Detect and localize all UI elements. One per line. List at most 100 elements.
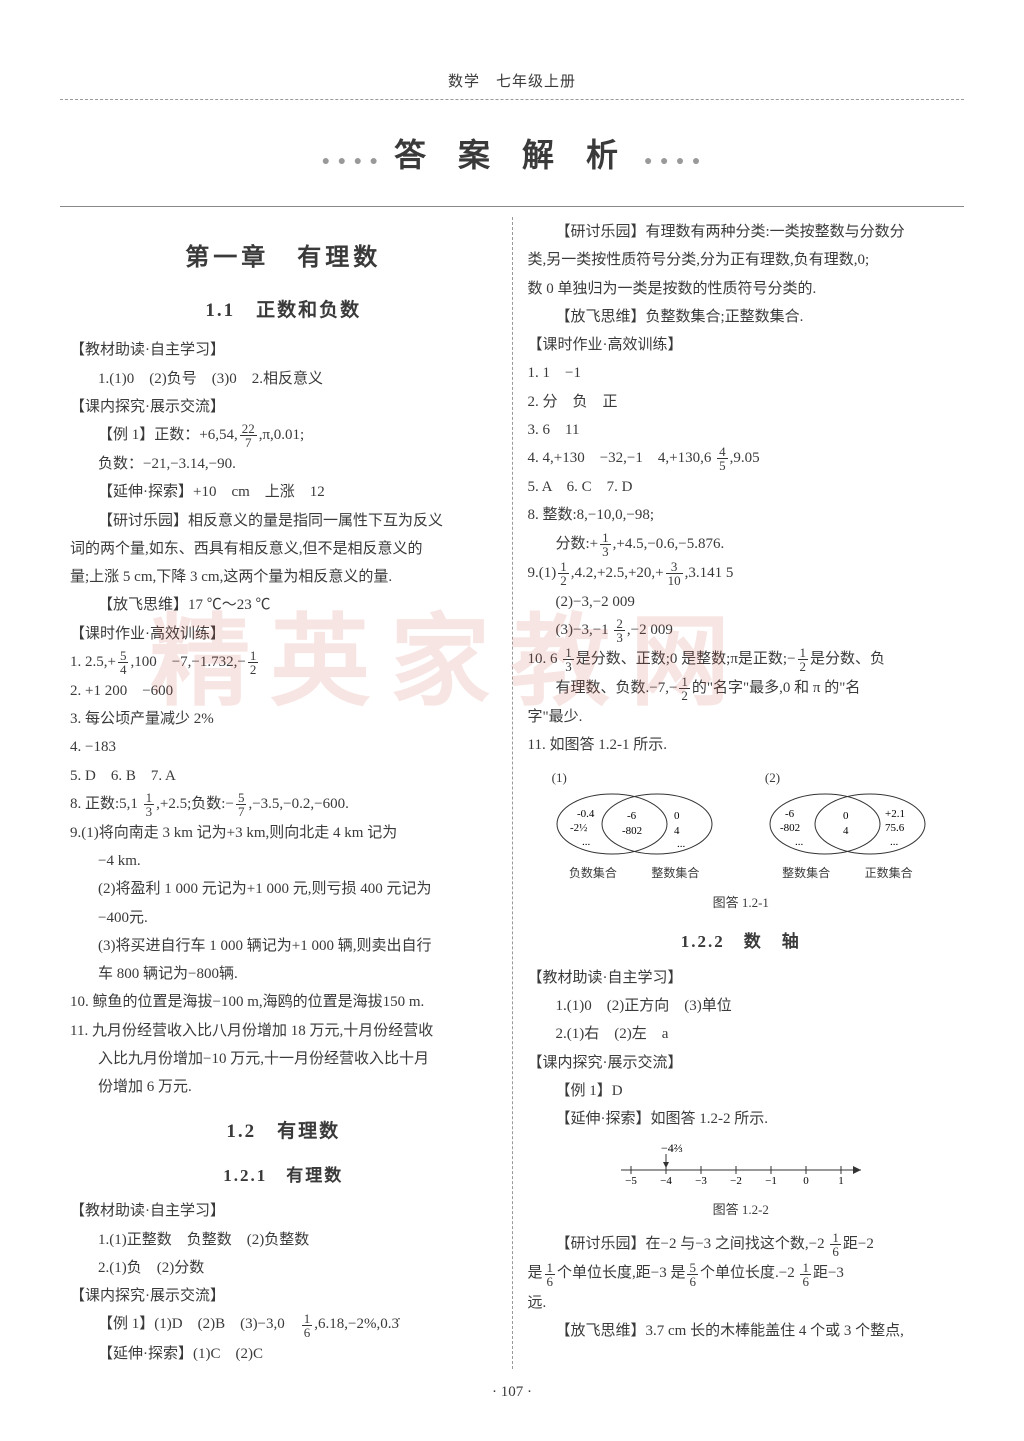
answer-line: 5. A 6. C 7. D	[528, 474, 955, 500]
chapter-title: 第一章 有理数	[70, 237, 497, 279]
fraction: 227	[240, 422, 257, 449]
text: ,3.141 5	[685, 565, 734, 581]
text: ,6.18,−2%,0.3̇	[314, 1316, 399, 1332]
text: 分数:+	[556, 536, 599, 552]
text-line: 词的两个量,如东、西具有相反意义,但不是相反意义的	[70, 536, 497, 562]
deco-left: ● ● ● ●	[322, 154, 380, 170]
text: ,4.2,+2.5,+20,+	[571, 565, 664, 581]
fraction: 12	[798, 646, 809, 673]
svg-text:−4⅔: −4⅔	[661, 1141, 683, 1155]
svg-text:0: 0	[803, 1175, 809, 1185]
venn-labels: 负数集合 整数集合	[552, 863, 717, 884]
label: 整数集合	[782, 863, 830, 884]
svg-text:+2.1: +2.1	[885, 808, 905, 820]
section-1-2: 1.2 有理数	[70, 1115, 497, 1148]
block-label: 【教材助读·自主学习】	[70, 1198, 497, 1224]
example-line: 【例 1】(1)D (2)B (3)−3,0 16,6.18,−2%,0.3̇	[70, 1311, 497, 1338]
venn-label-1: (1)	[552, 767, 717, 790]
fraction: 23	[614, 617, 625, 644]
text: 1. 2.5,+	[70, 654, 116, 670]
answer-line: 3. 6 11	[528, 417, 955, 443]
answer-line: 10. 6 13是分数、正数;0 是整数;π是正数;−12是分数、负	[528, 646, 955, 673]
answer-line: (3)−3,−1 23,−2 009	[528, 617, 955, 644]
columns: 第一章 有理数 1.1 正数和负数 【教材助读·自主学习】 1.(1)0 (2)…	[60, 217, 964, 1369]
answer-line: −400元.	[70, 905, 497, 931]
example-1: 【例 1】正数：+6,54,227,π,0.01;	[70, 422, 497, 449]
right-column: 【研讨乐园】有理数有两种分类:一类按整数与分数分 类,另一类按性质符号分类,分为…	[513, 217, 965, 1369]
text-line: 数 0 单独归为一类是按数的性质符号分类的.	[528, 276, 955, 302]
subsection-1-2-2: 1.2.2 数 轴	[528, 927, 955, 957]
text-line: 1.(1)正整数 负整数 (2)负整数	[70, 1227, 497, 1253]
svg-text:-6: -6	[627, 810, 637, 822]
answer-line: 3. 每公顷产量减少 2%	[70, 706, 497, 732]
fraction: 16	[800, 1261, 811, 1288]
text-line: 【放飞思维】3.7 cm 长的木棒能盖住 4 个或 3 个整点,	[528, 1318, 955, 1344]
subsection-1-2-1: 1.2.1 有理数	[70, 1161, 497, 1191]
answer-line: 入比九月份增加−10 万元,十一月份经营收入比十月	[70, 1046, 497, 1072]
answer-line: 份增加 6 万元.	[70, 1074, 497, 1100]
text: 是	[528, 1265, 543, 1281]
text: ,−3.5,−0.2,−600.	[248, 796, 348, 812]
svg-text:...: ...	[582, 836, 591, 848]
svg-text:...: ...	[890, 836, 899, 848]
svg-text:-0.4: -0.4	[577, 808, 595, 820]
text-line: 是16个单位长度,距−3 是56个单位长度.−2 16距−3	[528, 1260, 955, 1287]
svg-text:0: 0	[843, 810, 849, 822]
block-label: 【课时作业·高效训练】	[70, 621, 497, 647]
text: 8. 正数:5,1	[70, 796, 142, 812]
answer-line: 车 800 辆记为−800辆.	[70, 961, 497, 987]
fraction: 54	[118, 649, 129, 676]
text: ,9.05	[730, 450, 760, 466]
svg-text:1: 1	[838, 1175, 844, 1185]
venn-diagram: (1) -0.4 -2½ ... -6 -802 0 4 ...	[528, 767, 955, 885]
answer-line: 1. 1 −1	[528, 360, 955, 386]
text: ,100 −7,−1.732,−	[130, 654, 245, 670]
answer-line: 11. 如图答 1.2-1 所示.	[528, 732, 955, 758]
label: 正数集合	[865, 863, 913, 884]
svg-text:75.6: 75.6	[885, 822, 905, 834]
text-line: 【延伸·探索】+10 cm 上涨 12	[70, 479, 497, 505]
label: 负数集合	[569, 863, 617, 884]
venn-label-2: (2)	[765, 767, 930, 790]
numberline-svg: −4⅔ −5−4−3−2−101	[611, 1140, 871, 1185]
answer-line: 5. D 6. B 7. A	[70, 763, 497, 789]
text: ,−2 009	[627, 622, 673, 638]
answer-line: 11. 九月份经营收入比八月份增加 18 万元,十月份经营收	[70, 1018, 497, 1044]
figure-caption: 图答 1.2-1	[528, 892, 955, 915]
text-line: 【延伸·探索】(1)C (2)C	[70, 1341, 497, 1367]
text-line: 【放飞思维】17 ℃～23 ℃	[70, 592, 497, 618]
svg-text:...: ...	[795, 836, 804, 848]
block-label: 【教材助读·自主学习】	[70, 337, 497, 363]
text: 的"名字"最多,0 和 π 的"名	[692, 680, 860, 696]
svg-text:−5: −5	[625, 1175, 637, 1185]
text: 是分数、正数;0 是整数;π是正数;−	[576, 651, 796, 667]
text: 【例 1】正数：+6,54,	[98, 427, 238, 443]
text-line: 1.(1)0 (2)正方向 (3)单位	[528, 993, 955, 1019]
fraction: 12	[558, 560, 569, 587]
venn-svg-2: -6 -802 ... 0 4 +2.1 75.6 ...	[765, 789, 930, 859]
fraction: 45	[717, 445, 728, 472]
number-line: −4⅔ −5−4−3−2−101 图答 1.2-2	[528, 1140, 955, 1221]
fraction: 13	[144, 791, 155, 818]
answer-line: 2. 分 负 正	[528, 389, 955, 415]
answer-line: (2)−3,−2 009	[528, 589, 955, 615]
svg-text:-802: -802	[780, 822, 800, 834]
answer-line: 9.(1)12,4.2,+2.5,+20,+310,3.141 5	[528, 560, 955, 587]
fraction: 16	[830, 1231, 841, 1258]
text: 有理数、负数.−7,−	[556, 680, 678, 696]
text-line: 【研讨乐园】有理数有两种分类:一类按整数与分数分	[528, 219, 955, 245]
svg-text:−4: −4	[660, 1175, 672, 1185]
text: 个单位长度,距−3 是	[557, 1265, 685, 1281]
label: 整数集合	[651, 863, 699, 884]
svg-text:-802: -802	[622, 825, 642, 837]
text-line: 【放飞思维】负整数集合;正整数集合.	[528, 304, 955, 330]
title-banner: ● ● ● ● 答 案 解 析 ● ● ● ●	[60, 130, 964, 176]
fraction: 56	[687, 1261, 698, 1288]
text: 是分数、负	[810, 651, 885, 667]
svg-text:−3: −3	[695, 1175, 707, 1185]
answer-line: 8. 正数:5,1 13,+2.5;负数:−57,−3.5,−0.2,−600.	[70, 791, 497, 818]
answer-line: 4. −183	[70, 734, 497, 760]
answer-line: 字"最少.	[528, 704, 955, 730]
text: 距−2	[843, 1236, 874, 1252]
text-line: 1.(1)0 (2)负号 (3)0 2.相反意义	[70, 366, 497, 392]
